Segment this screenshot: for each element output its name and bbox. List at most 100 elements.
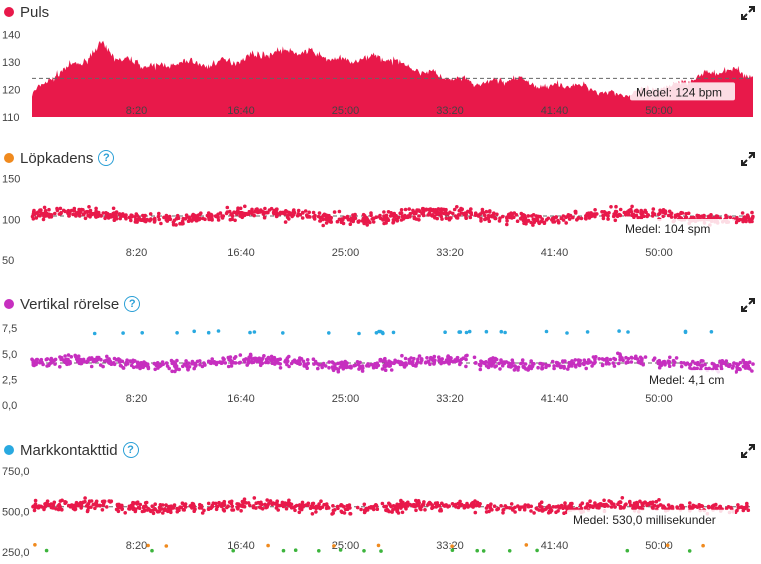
data-point [535,215,540,220]
expand-icon[interactable] [741,6,755,20]
data-point [638,499,642,504]
panel-header: Löpkadens ? [4,148,115,168]
data-point [274,506,279,510]
data-point [417,218,421,222]
data-point [165,364,170,368]
panel-markkontakt: Markkontakttid ? 750,0 500,0 250,0 8:20 16:4… [0,440,761,562]
data-point [136,360,140,365]
data-point [526,368,530,372]
data-point [499,329,504,334]
data-point [414,508,418,513]
data-point [260,507,265,511]
data-point [42,507,46,512]
data-point [446,355,450,359]
data-point [480,210,485,214]
data-point [526,504,531,509]
data-point [423,508,427,512]
help-icon[interactable]: ? [124,296,141,312]
data-point [513,505,517,510]
data-point [724,506,729,511]
data-point [272,208,277,213]
markkontakt-chart: 750,0 500,0 250,0 8:20 16:40 25:00 33:20 41:40 5… [2,466,753,559]
data-point [79,503,84,507]
data-point [529,220,533,225]
y-tick-label: 500,0 [2,507,30,519]
data-point [379,549,383,553]
data-point [109,214,114,219]
data-point [625,548,630,553]
y-tick-label: 5,0 [2,349,17,361]
data-point [601,216,606,221]
data-point [668,213,673,217]
data-point [258,501,262,506]
data-point [231,548,235,553]
data-point [399,506,403,510]
data-point [331,508,336,513]
average-label-text: Medel: 104 spm [625,222,710,236]
data-point [529,504,533,509]
data-point [361,212,366,217]
data-point [242,504,247,509]
data-point [542,220,547,225]
data-point [230,217,234,221]
data-point [249,359,254,364]
help-icon[interactable]: ? [98,150,115,166]
data-point [307,210,312,215]
data-point [484,364,489,368]
data-point [484,209,489,214]
data-point [34,362,38,367]
lopkadens-chart: 150 100 50 8:20 16:40 25:00 33:20 41:40 50:00 Med… [2,174,755,267]
data-point [453,358,457,362]
data-point [327,360,332,364]
data-point [327,366,331,370]
data-point [683,330,688,335]
data-point [505,215,509,219]
data-point [243,204,247,209]
data-point [399,211,404,215]
data-point [473,510,478,515]
data-point [270,361,275,365]
data-point [363,509,368,513]
expand-icon[interactable] [741,298,755,312]
data-point [628,499,632,504]
expand-icon[interactable] [741,152,755,166]
data-point [365,223,370,227]
data-point [121,213,125,218]
data-point [175,331,179,335]
data-point [233,355,238,359]
data-point [458,499,462,504]
data-point [131,365,136,370]
data-point [728,215,733,220]
data-point [376,543,381,548]
help-icon[interactable]: ? [122,442,139,458]
data-point [227,357,231,362]
data-point [227,209,232,214]
data-point [468,215,473,220]
data-point [349,218,354,223]
data-point [112,356,117,361]
data-point [585,502,590,506]
data-point [275,358,280,362]
y-tick-label: 130 [2,57,20,69]
data-point [338,548,343,552]
puls-chart: 140 130 120 110 8:20 16:40 25:00 33:20 41:40 50:0… [2,29,753,124]
average-label-text: Medel: 4,1 cm [649,373,724,387]
data-point [552,220,557,224]
data-point [275,499,280,503]
data-point [248,503,252,508]
data-point [266,360,271,365]
data-point [719,362,724,366]
data-point [488,505,493,510]
data-point [425,356,429,360]
data-point [265,504,270,508]
data-point [635,357,640,361]
data-point [375,507,380,511]
data-point [332,210,337,214]
expand-icon[interactable] [741,444,755,458]
data-point [34,359,39,363]
data-point [428,362,432,367]
data-point [579,216,584,221]
data-point [709,330,714,334]
data-point [190,505,195,509]
data-point [562,511,566,515]
